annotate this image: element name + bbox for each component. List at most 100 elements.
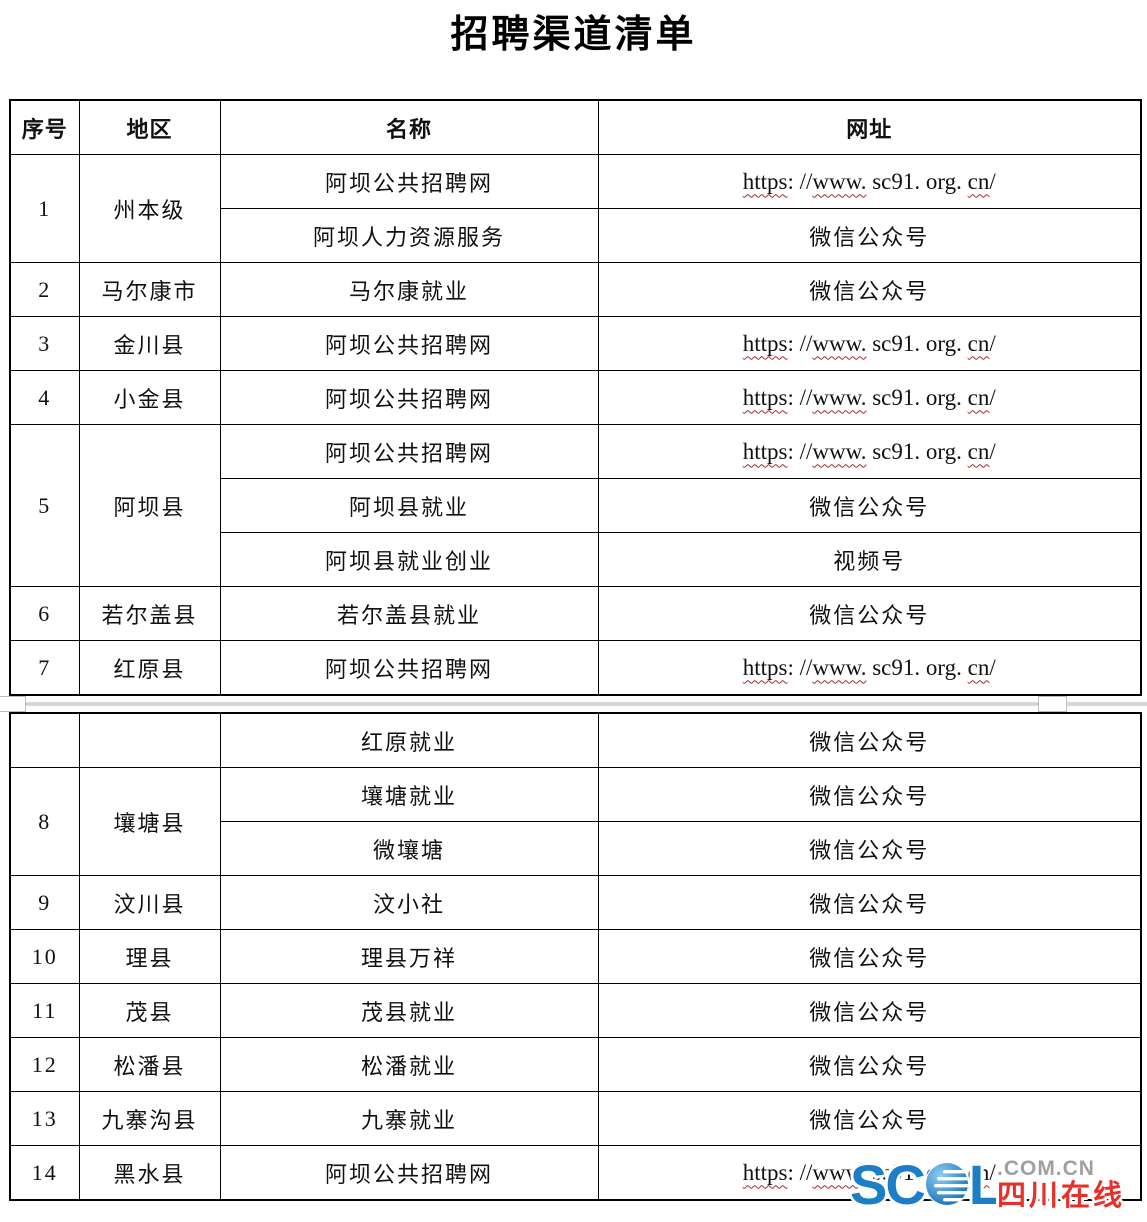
- table-row: 11 茂县 茂县就业 微信公众号: [9, 983, 1142, 1038]
- cell-serial: 5: [9, 424, 80, 587]
- url-text-segment: https: [742, 168, 788, 194]
- cell-serial: 7: [9, 640, 80, 696]
- cell-site: 微信公众号: [597, 929, 1142, 984]
- header-row: 序号 地区 名称 网址: [9, 99, 1142, 155]
- cell-serial: 12: [9, 1037, 80, 1092]
- cell-name: 阿坝人力资源服务: [219, 208, 599, 263]
- url-text-segment: www.: [812, 1159, 867, 1185]
- page-title: 招聘渠道清单: [450, 14, 697, 56]
- cell-region: 九寨沟县: [78, 1091, 221, 1146]
- cell-name: 汶小社: [219, 875, 599, 930]
- cell-site: 微信公众号: [597, 983, 1142, 1038]
- table-row: 4 小金县 阿坝公共招聘网 https: //www. sc91. org. cn/: [9, 370, 1142, 425]
- url-text-segment: https: [742, 654, 788, 680]
- cell-site: https: //www. sc91. org. cn/: [597, 1145, 1142, 1201]
- page-break-bar: [0, 702, 1147, 706]
- table-row: 14 黑水县 阿坝公共招聘网 https: //www. sc91. org. cn/: [9, 1145, 1142, 1201]
- cell-name: 松潘就业: [219, 1037, 599, 1092]
- cell-serial: 11: [9, 983, 80, 1038]
- cell-region: 黑水县: [78, 1145, 221, 1201]
- cell-serial: 3: [9, 316, 80, 371]
- cell-site: https: //www. sc91. org. cn/: [597, 370, 1142, 425]
- cell-name: 壤塘就业: [219, 767, 599, 822]
- cell-site: https: //www. sc91. org. cn/: [597, 316, 1142, 371]
- url-text-segment: : //: [787, 438, 813, 464]
- cell-serial: 6: [9, 586, 80, 641]
- url-text-segment: sc91. org.: [866, 438, 968, 464]
- table-row: 2 马尔康市 马尔康就业 微信公众号: [9, 262, 1142, 317]
- cell-name: 九寨就业: [219, 1091, 599, 1146]
- url-text-segment: www.: [812, 438, 867, 464]
- scol-logo-l: L: [968, 1153, 1003, 1216]
- url-text-segment: : //: [787, 384, 813, 410]
- table-row: 1 州本级 阿坝公共招聘网 https: //www. sc91. org. cn/: [9, 154, 1142, 263]
- cell-site: 微信公众号: [597, 875, 1142, 930]
- cell-site: 微信公众号: [597, 767, 1142, 822]
- scol-watermark: SC: [850, 1156, 1125, 1214]
- cell-name: 马尔康就业: [219, 262, 599, 317]
- cell-site: 微信公众号: [597, 586, 1142, 641]
- table-row: 8 壤塘县 壤塘就业 微信公众号: [9, 767, 1142, 876]
- cell-site: 微信公众号: [597, 821, 1142, 876]
- cell-region: 松潘县: [78, 1037, 221, 1092]
- channel-table-part-2: 红原就业 微信公众号 8 壤塘县 壤塘就业 微信公众号 微壤塘 微信公众号 9 汶川县 汶小社 微信公…: [9, 712, 1142, 1201]
- cell-region: 若尔盖县: [78, 586, 221, 641]
- cell-region: [78, 712, 221, 768]
- cell-region: 汶川县: [78, 875, 221, 930]
- url-text-segment: https: [742, 1159, 788, 1185]
- table-row: 3 金川县 阿坝公共招聘网 https: //www. sc91. org. cn/: [9, 316, 1142, 371]
- url-text-segment: https: [742, 330, 788, 356]
- url-text-segment: cn: [967, 438, 990, 464]
- globe-icon: [923, 1160, 971, 1208]
- cell-region: 马尔康市: [78, 262, 221, 317]
- cell-name: 阿坝公共招聘网: [219, 1145, 599, 1201]
- url-text-segment: sc91. org.: [866, 168, 968, 194]
- cell-serial: 8: [9, 767, 80, 876]
- cell-region: 阿坝县: [78, 424, 221, 587]
- url-text-segment: cn: [967, 1159, 990, 1185]
- scol-logo-sc: SC: [849, 1153, 926, 1216]
- table-row: 阿坝人力资源服务 微信公众号: [10, 208, 1142, 263]
- url-text-segment: cn: [967, 330, 990, 356]
- cell-name: 理县万祥: [219, 929, 599, 984]
- url-text-segment: www.: [812, 168, 867, 194]
- url-text-segment: www.: [812, 330, 867, 356]
- url-text-segment: www.: [812, 654, 867, 680]
- cell-serial: [9, 712, 80, 768]
- table-row: 阿坝县就业创业 视频号: [10, 532, 1142, 587]
- cell-name: 阿坝公共招聘网: [219, 316, 599, 371]
- url-text-segment: /: [989, 168, 996, 194]
- cell-region: 壤塘县: [78, 767, 221, 876]
- cell-site: https: //www. sc91. org. cn/: [597, 424, 1142, 479]
- scol-domain-text: .COM.CN: [996, 1157, 1095, 1180]
- url-text-segment: https: [742, 384, 788, 410]
- cell-site: 视频号: [597, 532, 1142, 587]
- url-text-segment: cn: [967, 654, 990, 680]
- table-area: 序号 地区 名称 网址 1 州本级 阿坝公共招聘网 https: //www. sc91. o…: [0, 99, 1147, 1201]
- cell-region: 红原县: [78, 640, 221, 696]
- column-header-3: 名称: [219, 99, 599, 155]
- cell-serial: 9: [9, 875, 80, 930]
- table-row: 10 理县 理县万祥 微信公众号: [9, 929, 1142, 984]
- table-row: 6 若尔盖县 若尔盖县就业 微信公众号: [9, 586, 1142, 641]
- cell-name: 红原就业: [219, 712, 599, 768]
- url-text-segment: /: [989, 438, 996, 464]
- cell-site: 微信公众号: [597, 208, 1142, 263]
- cell-site: 微信公众号: [597, 1037, 1142, 1092]
- url-text-segment: : //: [787, 168, 813, 194]
- cell-serial: 1: [9, 154, 80, 263]
- cell-name: 阿坝公共招聘网: [219, 370, 599, 425]
- table-row: 5 阿坝县 阿坝公共招聘网 https: //www. sc91. org. cn/: [9, 424, 1142, 587]
- page-break-handle-right: [1038, 696, 1067, 712]
- url-text-segment: /: [989, 330, 996, 356]
- scol-logo-text: SC: [849, 1153, 1003, 1216]
- url-text-segment: www.: [812, 384, 867, 410]
- page-break-handle-left: [0, 696, 26, 712]
- table-row: 12 松潘县 松潘就业 微信公众号: [9, 1037, 1142, 1092]
- cell-site: https: //www. sc91. org. cn/: [597, 154, 1142, 209]
- cell-name: 阿坝公共招聘网: [219, 154, 599, 209]
- cell-serial: 13: [9, 1091, 80, 1146]
- channel-table-part-1: 序号 地区 名称 网址 1 州本级 阿坝公共招聘网 https: //www. sc91. o…: [9, 99, 1142, 696]
- url-text-segment: sc91. org.: [866, 654, 968, 680]
